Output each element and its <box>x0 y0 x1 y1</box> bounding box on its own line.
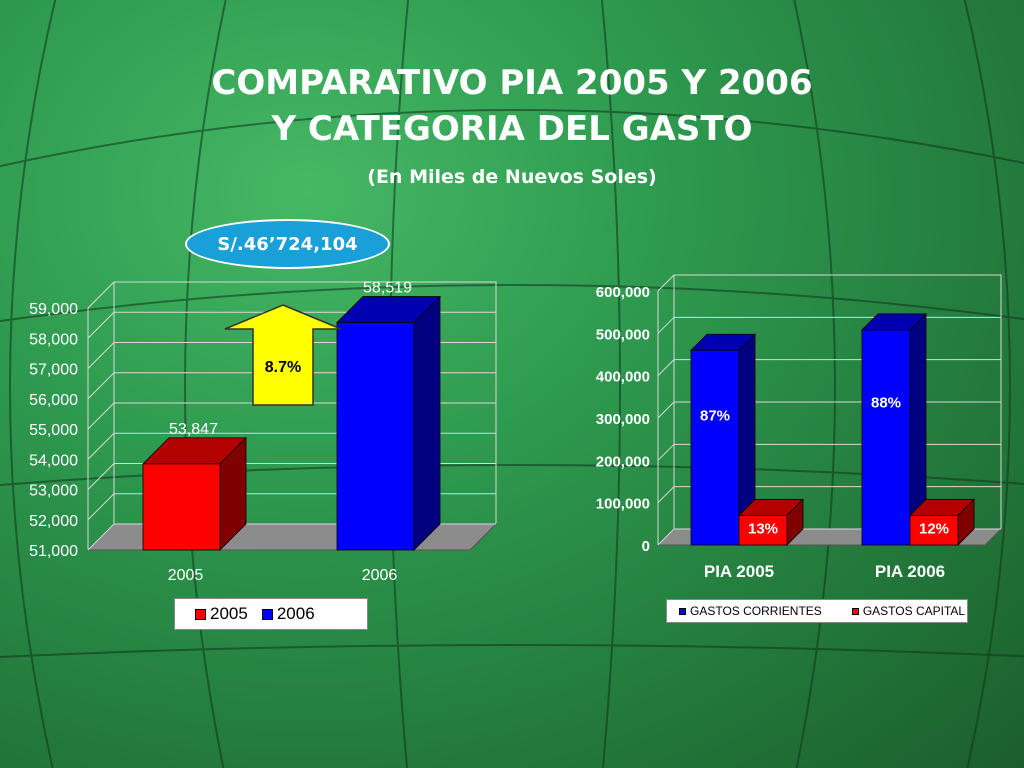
subtitle: (En Miles de Nuevos Soles) <box>367 166 657 188</box>
legend-item-2006: 2006 <box>261 604 315 624</box>
chart1-gridline <box>87 281 496 309</box>
chart1-y-tick-label: 52,000 <box>29 513 78 530</box>
chart2-bar-gastos-corrientes-PIA-2005 <box>690 349 740 546</box>
chart1-y-tick-label: 55,000 <box>29 422 78 439</box>
legend-label-gastos-capital: GASTOS CAPITAL <box>862 604 966 618</box>
legend-item-gastos-corrientes: GASTOS CORRIENTES <box>679 604 822 618</box>
chart2-y-tick-label: 300,000 <box>596 411 650 428</box>
growth-arrow-icon <box>224 304 342 406</box>
chart2-bar-label-gastos-capital: 12% <box>919 520 949 537</box>
chart2-gridline <box>657 316 1001 334</box>
chart2-y-tick-label: 400,000 <box>596 369 650 386</box>
chart1-legend: 2005 2006 <box>174 598 368 630</box>
chart1-x-tick-label-2006: 2006 <box>362 567 398 584</box>
legend-swatch-2005 <box>195 608 206 620</box>
total-badge: S/.46’724,104 <box>185 219 390 269</box>
chart1-y-tick-label: 56,000 <box>29 392 78 409</box>
chart-expense-category: 0 100,000 200,000 300,000 400,000 500,000 600,… <box>596 274 1003 581</box>
chart2-y-tick-label: 500,000 <box>596 326 650 343</box>
legend-item-gastos-capital: GASTOS CAPITAL <box>851 604 966 618</box>
chart2-gridline <box>657 274 1001 292</box>
chart2-bar-gastos-corrientes-PIA-2006 <box>861 329 911 546</box>
growth-arrow-label: 8.7% <box>265 359 301 376</box>
chart1-value-label-2005: 53,847 <box>169 421 218 438</box>
legend-swatch-2006 <box>261 608 273 620</box>
legend-label-2006: 2006 <box>276 604 315 623</box>
legend-swatch-gastos-corrientes <box>679 607 686 615</box>
chart1-y-tick-label: 51,000 <box>29 543 78 560</box>
chart1-y-tick-label: 54,000 <box>29 452 78 469</box>
title-line-1: COMPARATIVO PIA 2005 Y 2006 <box>211 63 813 103</box>
chart2-bar-gastos-capital-PIA-2005 <box>738 514 788 546</box>
chart2-y-tick-label: 100,000 <box>596 496 650 513</box>
chart2-legend: GASTOS CORRIENTES GASTOS CAPITAL <box>666 599 968 623</box>
title-line-2: Y CATEGORIA DEL GASTO <box>271 109 753 149</box>
chart2-bar-label-gastos-corrientes: 88% <box>871 394 901 411</box>
chart2-bar-label-gastos-capital: 13% <box>748 520 778 537</box>
legend-item-2005: 2005 <box>195 604 248 624</box>
chart1-y-tick-label: 53,000 <box>29 483 78 500</box>
chart1-y-tick-label: 57,000 <box>29 362 78 379</box>
chart2-y-tick-label: 200,000 <box>596 453 650 470</box>
chart2-x-tick-label: PIA 2006 <box>875 562 945 581</box>
chart2-bar-gastos-capital-PIA-2006 <box>909 514 959 546</box>
chart-pia-comparison: 51,000 52,000 53,000 54,000 55,000 56,000 57,0… <box>29 280 498 584</box>
chart1-bar-2006 <box>336 322 415 551</box>
chart1-x-tick-label-2005: 2005 <box>168 567 204 584</box>
legend-swatch-gastos-capital <box>851 607 859 615</box>
chart1-bar-2005 <box>142 463 221 551</box>
legend-label-gastos-corrientes: GASTOS CORRIENTES <box>690 604 822 618</box>
chart1-bar-2006-side <box>413 295 441 551</box>
chart1-y-tick-label: 58,000 <box>29 331 78 348</box>
legend-label-2005: 2005 <box>210 604 248 623</box>
chart2-x-tick-label: PIA 2005 <box>704 562 774 581</box>
chart2-bar-label-gastos-corrientes: 87% <box>700 407 730 424</box>
chart2-y-tick-label: 600,000 <box>596 284 650 301</box>
chart1-y-tick-label: 59,000 <box>29 301 78 318</box>
chart2-y-tick-label: 0 <box>642 538 650 555</box>
chart1-value-label-2006: 58,519 <box>363 280 412 297</box>
